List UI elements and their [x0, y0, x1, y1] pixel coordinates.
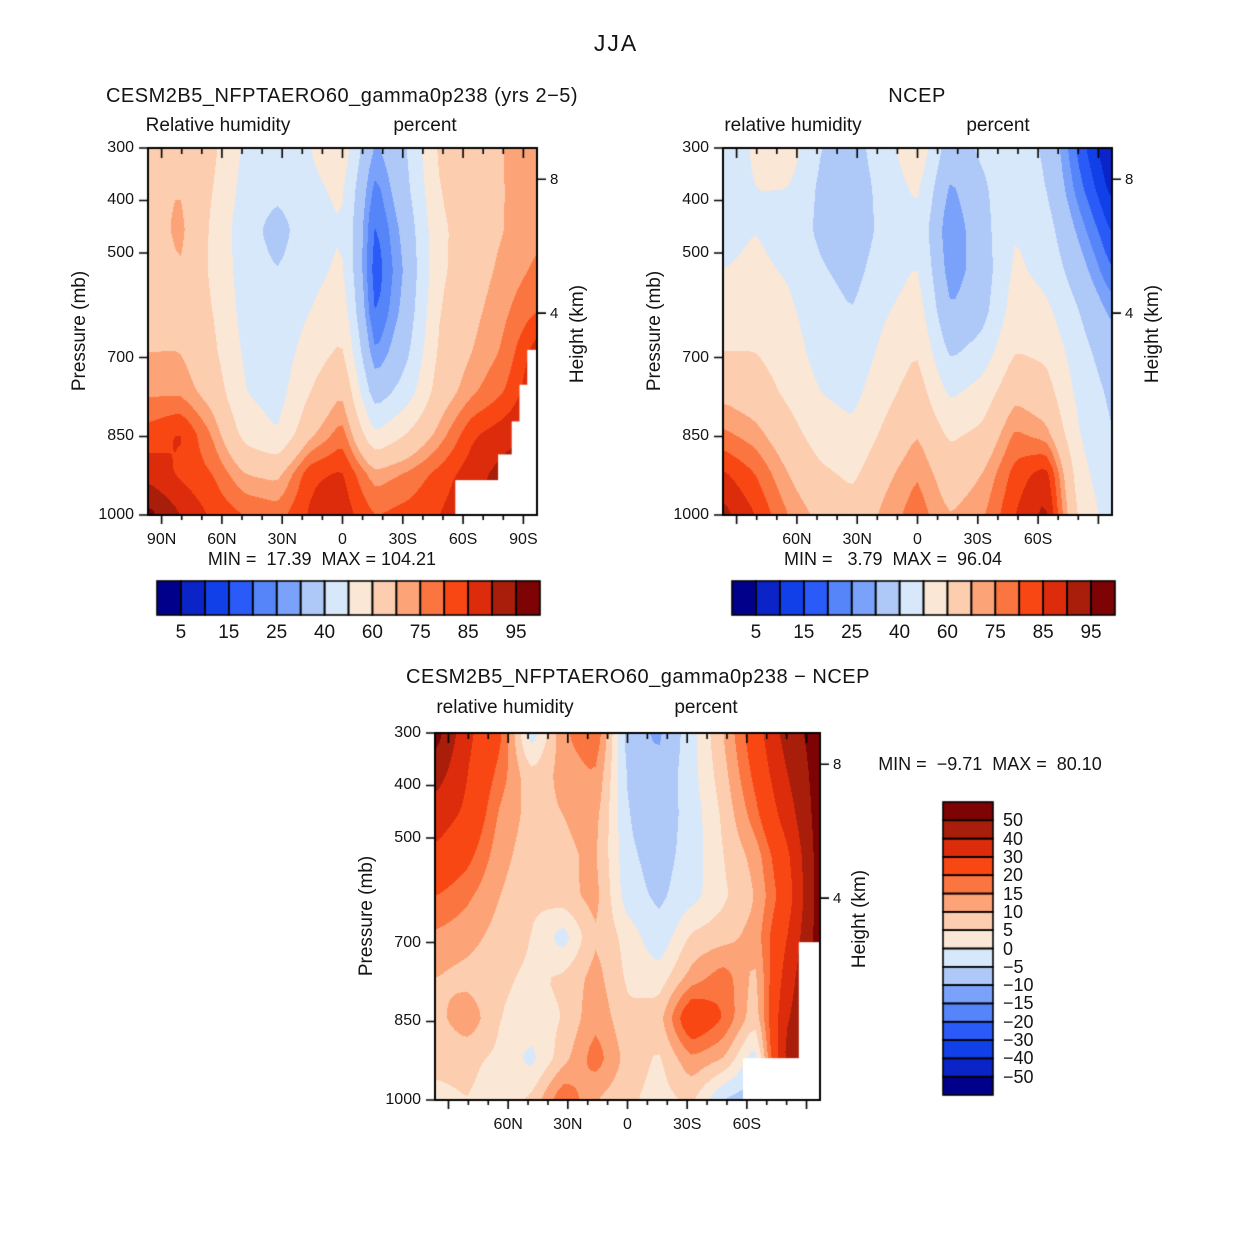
colorbar-label-diff: 30	[1003, 846, 1024, 867]
x-tick-label-cesm: 60S	[448, 531, 478, 548]
colorbar-label-ncep: 95	[1080, 622, 1102, 643]
colorbar-label-diff: 40	[1003, 828, 1024, 849]
stats-ncep: MIN = 3.79 MAX = 96.04	[783, 549, 1003, 569]
x-tick-label-ncep: 30S	[963, 531, 993, 548]
x-tick-label-ncep: 30N	[842, 531, 872, 548]
x-tick-label-cesm: 30S	[388, 531, 418, 548]
ylabel-diff: Pressure (mb)	[356, 855, 377, 977]
stats-cesm: MIN = 17.39 MAX = 104.21	[207, 549, 437, 569]
colorbar-diff	[941, 800, 995, 1097]
pressure-tick-label-diff: 700	[394, 933, 421, 951]
x-tick-label-cesm: 90N	[146, 531, 177, 548]
x-tick-label-diff: 30N	[553, 1116, 583, 1133]
colorbar-label-diff: −15	[1003, 993, 1034, 1014]
stats-diff: MIN = −9.71 MAX = 80.10	[878, 754, 1102, 774]
colorbar-label-cesm: 95	[505, 622, 527, 643]
pressure-tick-label-diff: 850	[394, 1012, 421, 1030]
x-tick-label-ncep: 60N	[782, 531, 812, 548]
colorbar-label-diff: 20	[1003, 865, 1024, 886]
colorbar-label-cesm: 40	[313, 622, 336, 643]
colorbar-label-diff: 5	[1003, 920, 1014, 941]
colorbar-label-cesm: 25	[266, 622, 288, 643]
colorbar-label-cesm: 15	[218, 622, 240, 643]
subtitle-left-diff: relative humidity	[436, 697, 574, 718]
colorbar-label-diff: −20	[1003, 1011, 1034, 1032]
pressure-tick-label-ncep: 400	[682, 191, 709, 209]
pressure-tick-label-cesm: 500	[107, 243, 134, 261]
subtitle-right-diff: percent	[674, 697, 738, 718]
pressure-tick-label-cesm: 400	[107, 191, 134, 209]
x-tick-label-cesm: 30N	[267, 531, 297, 548]
pressure-tick-label-ncep: 850	[682, 427, 709, 445]
panel-title-diff: CESM2B5_NFPTAERO60_gamma0p238 − NCEP	[406, 666, 870, 688]
contour-canvas-ncep	[709, 134, 1126, 529]
colorbar-label-cesm: 85	[457, 622, 479, 643]
pressure-tick-label-ncep: 500	[682, 243, 709, 261]
colorbar-ncep	[730, 579, 1117, 617]
subtitle-right-cesm: percent	[393, 115, 457, 136]
colorbar-label-ncep: 85	[1032, 622, 1054, 643]
colorbar-cesm	[155, 579, 542, 617]
x-tick-label-cesm: 60N	[207, 531, 237, 548]
colorbar-label-ncep: 40	[888, 622, 911, 643]
colorbar-label-diff: −30	[1003, 1030, 1034, 1051]
subtitle-right-ncep: percent	[966, 115, 1030, 136]
height-tick-label-ncep: 4	[1125, 305, 1134, 323]
x-tick-label-cesm: 0	[338, 531, 347, 548]
colorbar-label-cesm: 5	[175, 622, 187, 643]
pressure-tick-label-diff: 300	[394, 724, 421, 741]
colorbar-label-ncep: 75	[984, 622, 1006, 643]
colorbar-label-ncep: 5	[750, 622, 762, 643]
colorbar-label-diff: −40	[1003, 1048, 1034, 1069]
height-tick-label-cesm: 4	[550, 305, 559, 323]
pressure-tick-label-diff: 1000	[385, 1091, 421, 1108]
figure-title: JJA	[593, 30, 639, 56]
y2label-ncep: Height (km)	[1142, 284, 1163, 384]
y2label-diff: Height (km)	[849, 869, 870, 969]
pressure-tick-label-diff: 500	[394, 828, 421, 846]
colorbar-label-diff: 0	[1003, 938, 1014, 959]
x-tick-label-diff: 30S	[672, 1116, 702, 1133]
panel-title-cesm: CESM2B5_NFPTAERO60_gamma0p238 (yrs 2−5)	[105, 85, 579, 107]
colorbar-label-diff: −10	[1003, 975, 1034, 996]
x-tick-label-ncep: 0	[913, 531, 922, 548]
colorbar-label-diff: −5	[1003, 956, 1024, 977]
contour-canvas-cesm	[134, 134, 551, 529]
pressure-tick-label-cesm: 300	[107, 139, 134, 156]
colorbar-label-diff: 15	[1003, 883, 1024, 904]
ylabel-cesm: Pressure (mb)	[69, 270, 90, 392]
panel-title-ncep: NCEP	[888, 85, 946, 107]
colorbar-label-ncep: 25	[841, 622, 863, 643]
x-tick-label-diff: 60N	[493, 1116, 523, 1133]
colorbar-label-cesm: 60	[361, 622, 384, 643]
pressure-tick-label-ncep: 700	[682, 348, 709, 366]
pressure-tick-label-cesm: 1000	[98, 506, 134, 523]
colorbar-label-diff: 50	[1003, 810, 1024, 831]
height-tick-label-cesm: 8	[550, 171, 559, 189]
height-tick-label-diff: 4	[833, 890, 842, 908]
colorbar-label-cesm: 75	[409, 622, 431, 643]
pressure-tick-label-ncep: 300	[682, 139, 709, 156]
colorbar-label-diff: −50	[1003, 1066, 1034, 1087]
colorbar-label-diff: 10	[1003, 901, 1024, 922]
colorbar-label-ncep: 60	[936, 622, 959, 643]
height-tick-label-diff: 8	[833, 756, 842, 774]
pressure-tick-label-diff: 400	[394, 776, 421, 794]
x-tick-label-diff: 60S	[732, 1116, 762, 1133]
height-tick-label-ncep: 8	[1125, 171, 1134, 189]
pressure-tick-label-cesm: 850	[107, 427, 134, 445]
pressure-tick-label-ncep: 1000	[673, 506, 709, 523]
subtitle-left-ncep: relative humidity	[724, 115, 862, 136]
contour-canvas-diff	[421, 719, 834, 1114]
x-tick-label-ncep: 60S	[1023, 531, 1053, 548]
colorbar-label-ncep: 15	[793, 622, 815, 643]
ylabel-ncep: Pressure (mb)	[644, 270, 665, 392]
y2label-cesm: Height (km)	[567, 284, 588, 384]
pressure-tick-label-cesm: 700	[107, 348, 134, 366]
x-tick-label-cesm: 90S	[509, 531, 538, 548]
x-tick-label-diff: 0	[623, 1116, 632, 1133]
subtitle-left-cesm: Relative humidity	[145, 115, 291, 136]
